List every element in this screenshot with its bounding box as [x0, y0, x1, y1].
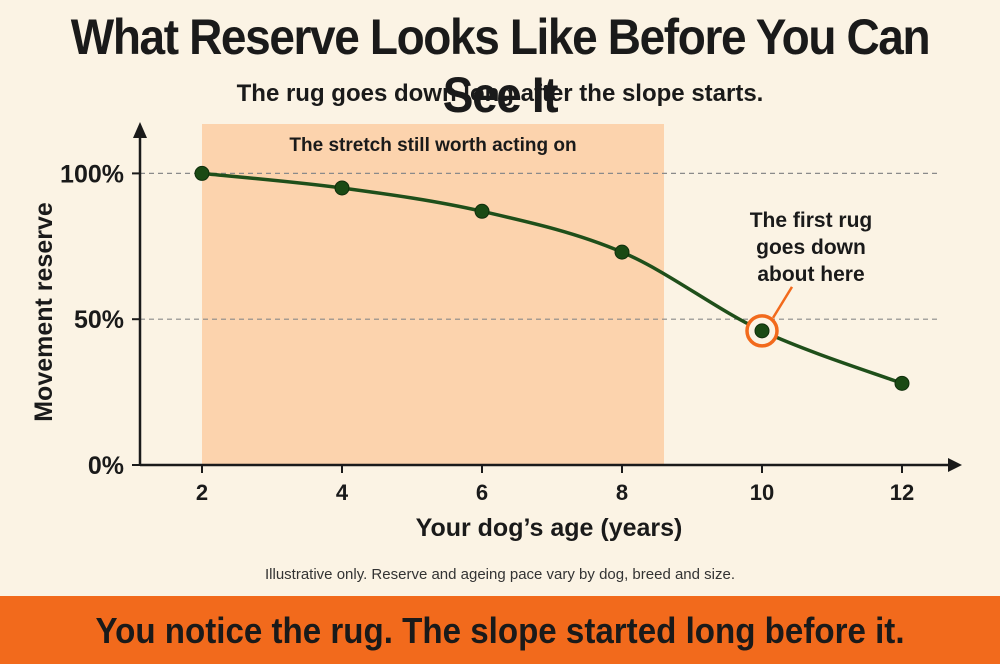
series-line [200, 171, 904, 386]
chart-subtitle: The rug goes down long after the slope s… [236, 80, 764, 107]
x-tick-label: 12 [890, 480, 914, 505]
line-chart: The stretch still worth acting on 0% 50% 10… [30, 122, 962, 542]
bottom-banner: You notice the rug. The slope started lo… [0, 596, 1000, 664]
annotation-leader-line [771, 286, 794, 319]
data-point [894, 375, 910, 391]
shaded-region [202, 124, 664, 465]
y-tick-label: 100% [60, 160, 124, 188]
x-tick-label: 8 [616, 480, 628, 505]
y-tick-label: 50% [74, 306, 124, 334]
banner-text: You notice the rug. The slope started lo… [95, 610, 905, 651]
shaded-region-label: The stretch still worth acting on [289, 135, 576, 156]
x-axis-arrow [948, 458, 962, 472]
data-point [334, 180, 350, 196]
x-tick-label: 6 [476, 480, 488, 505]
data-point [474, 203, 490, 219]
footnote: Illustrative only. Reserve and ageing pa… [265, 566, 735, 583]
x-tick-label: 10 [750, 480, 774, 505]
y-axis-arrow [133, 122, 147, 138]
x-tick-label: 4 [336, 480, 349, 505]
x-axis-label: Your dog’s age (years) [416, 514, 683, 542]
y-tick-label: 0% [88, 452, 124, 480]
chart-title: What Reserve Looks Like Before You Can S… [70, 9, 931, 123]
annotation-text-line: about here [757, 263, 864, 286]
data-point [614, 244, 630, 260]
data-point [194, 165, 210, 181]
x-tick-label: 2 [196, 480, 208, 505]
annotation-text-line: The first rug [750, 209, 873, 232]
data-point [754, 323, 770, 339]
annotation-text-line: goes down [756, 236, 866, 259]
y-axis-label: Movement reserve [30, 202, 58, 422]
